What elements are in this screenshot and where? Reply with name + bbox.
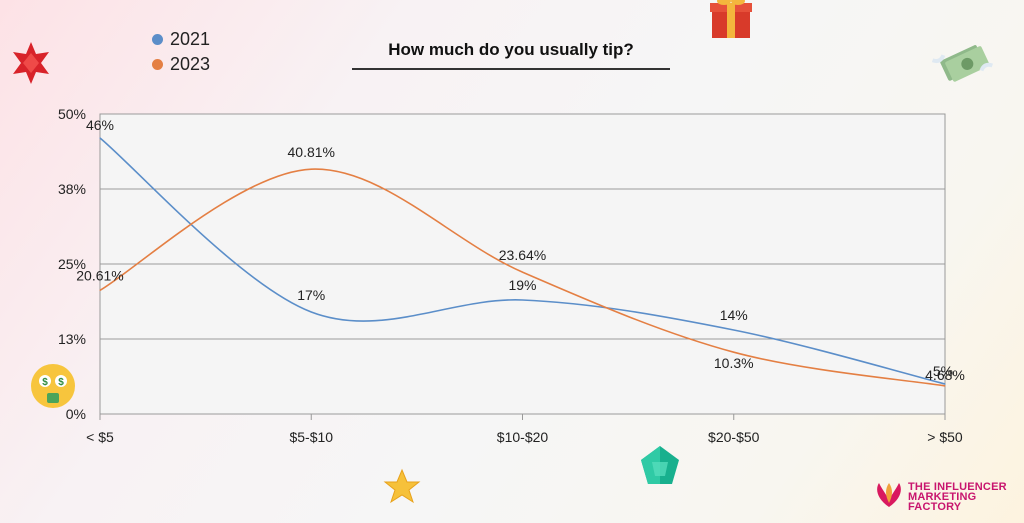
data-point-2021 bbox=[944, 383, 946, 385]
legend-item-2023: 2023 bbox=[152, 52, 210, 77]
series-line-2021 bbox=[99, 137, 946, 385]
data-label-2021: 19% bbox=[508, 277, 536, 293]
data-label-2023: 4.68% bbox=[925, 367, 965, 383]
data-point-2021 bbox=[99, 137, 101, 139]
svg-text:$: $ bbox=[58, 377, 64, 388]
data-label-2021: 5% bbox=[933, 363, 953, 379]
data-label-2023: 40.81% bbox=[288, 144, 335, 160]
data-point-2023 bbox=[310, 168, 312, 170]
x-tick-label: > $50 bbox=[927, 429, 963, 445]
money-face-icon: $ $ bbox=[31, 364, 75, 408]
data-point-2023 bbox=[733, 351, 735, 353]
legend-swatch-2023 bbox=[152, 59, 163, 70]
data-label-2021: 14% bbox=[720, 307, 748, 323]
data-label-2021: 46% bbox=[86, 117, 114, 133]
x-tick-label: $5-$10 bbox=[289, 429, 333, 445]
data-label-2023: 10.3% bbox=[714, 355, 754, 371]
money-icon bbox=[931, 45, 994, 82]
legend-label-2021: 2021 bbox=[170, 29, 211, 49]
data-point-2023 bbox=[522, 271, 523, 273]
star-icon bbox=[13, 42, 49, 84]
brand-line-2: MARKETING bbox=[908, 491, 977, 503]
legend-swatch-2021 bbox=[152, 34, 163, 45]
data-point-2023 bbox=[99, 289, 101, 291]
data-point-2021 bbox=[310, 311, 312, 313]
green-gem-icon bbox=[641, 446, 679, 484]
x-tick-label: $10-$20 bbox=[497, 429, 549, 445]
brand: THE INFLUENCER MARKETING FACTORY bbox=[874, 481, 1007, 513]
legend: 2021 2023 bbox=[152, 27, 210, 77]
brand-line-3: FACTORY bbox=[908, 501, 962, 513]
data-point-2023 bbox=[944, 385, 946, 387]
x-tick-label: $20-$50 bbox=[708, 429, 760, 445]
svg-text:$: $ bbox=[42, 377, 48, 388]
y-tick-label: 13% bbox=[58, 331, 86, 347]
legend-label-2023: 2023 bbox=[170, 54, 211, 74]
data-label-2023: 20.61% bbox=[76, 267, 123, 283]
legend-item-2021: 2021 bbox=[152, 27, 210, 52]
y-tick-label: 38% bbox=[58, 181, 86, 197]
plot-area: 0% 13% 25% 38% 50% < $5 $5-$10 $10-$20 $20-$50 > … bbox=[58, 106, 965, 445]
y-tick-label: 0% bbox=[66, 406, 86, 422]
y-tick-label: 25% bbox=[58, 256, 86, 272]
data-label-2023: 23.64% bbox=[499, 247, 546, 263]
brand-logo-icon bbox=[877, 483, 901, 507]
data-point-2021 bbox=[733, 329, 735, 331]
chart-title: How much do you usually tip? bbox=[352, 40, 670, 70]
data-point-2021 bbox=[522, 299, 523, 301]
x-tick-label: < $5 bbox=[86, 429, 114, 445]
data-label-2021: 17% bbox=[297, 287, 325, 303]
y-tick-label: 50% bbox=[58, 106, 86, 122]
brand-line-1: THE INFLUENCER bbox=[908, 481, 1007, 493]
gift-icon bbox=[710, 0, 752, 38]
star-emoji-icon bbox=[383, 468, 421, 504]
